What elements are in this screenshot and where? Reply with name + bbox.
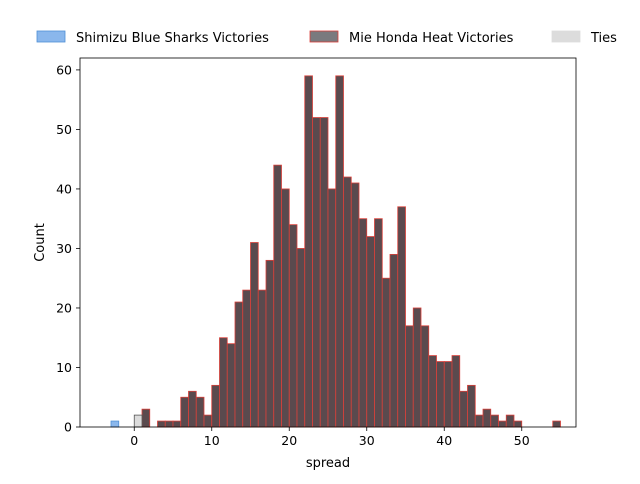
bar-series-1-bin-37 xyxy=(420,325,430,428)
bar-series-1-bin-22 xyxy=(304,75,313,428)
bar-series-1-bin-41 xyxy=(451,355,461,428)
bars-group xyxy=(110,75,561,428)
bar-series-1-bin-23 xyxy=(312,117,321,428)
legend: Shimizu Blue Sharks Victories Mie Honda H… xyxy=(36,30,617,46)
bar-series-1-bin-16 xyxy=(257,289,267,428)
bar-series-1-bin-14 xyxy=(242,289,251,428)
y-tick-label: 20 xyxy=(56,300,72,315)
bar-series-1-bin-32 xyxy=(381,277,391,428)
bar-series-1-bin-12 xyxy=(226,343,236,428)
bar-series-1-bin-3 xyxy=(157,420,166,428)
bar-series-1-bin-19 xyxy=(281,188,290,428)
y-tick-label: 10 xyxy=(56,360,72,375)
x-tick-label: 20 xyxy=(281,433,297,448)
x-tick-label: 30 xyxy=(359,433,375,448)
bar-series-1-bin-17 xyxy=(265,259,275,428)
bar-series-1-bin-31 xyxy=(374,218,383,428)
y-tick-label: 40 xyxy=(56,181,72,196)
bar-series-1-bin-44 xyxy=(474,414,484,428)
bar-series-1-bin-15 xyxy=(250,242,259,428)
y-tick-label: 0 xyxy=(64,420,72,435)
y-tick-label: 60 xyxy=(56,62,72,77)
bar-series-1-bin-34 xyxy=(397,206,406,428)
x-tick-label: 50 xyxy=(514,433,530,448)
x-tick-label: 10 xyxy=(204,433,220,448)
plot-frame xyxy=(79,57,577,428)
bar-series-1-bin-35 xyxy=(405,325,414,428)
bar-series-1-bin-21 xyxy=(296,248,306,428)
bar-series-1-bin-5 xyxy=(172,420,182,428)
bar-series-1-bin-26 xyxy=(335,75,344,428)
x-axis-ticks: 0 10 20 30 40 50 xyxy=(130,427,530,448)
bar-series-1-bin-6 xyxy=(180,396,189,428)
y-axis-ticks: 0 10 20 30 40 50 60 xyxy=(56,62,80,435)
bar-series-1-bin-43 xyxy=(467,384,476,428)
bar-series-1-bin-24 xyxy=(319,117,329,428)
bar-series-1-bin-1 xyxy=(141,408,151,428)
bar-series-1-bin-30 xyxy=(366,236,375,428)
bar-series-1-bin-42 xyxy=(459,390,468,428)
bar-series-1-bin-49 xyxy=(513,420,523,428)
bar-series-1-bin-10 xyxy=(211,384,220,428)
legend-label: Ties xyxy=(590,31,617,46)
bar-series-1-bin-8 xyxy=(195,396,205,428)
bar-series-1-bin-25 xyxy=(327,188,337,428)
bar-series-1-bin-38 xyxy=(428,355,437,428)
y-axis-label: Count xyxy=(33,223,48,262)
y-tick-label: 50 xyxy=(56,122,72,137)
bar-series-1-bin-45 xyxy=(482,408,492,428)
bar-series-1-bin-33 xyxy=(389,253,399,428)
plot-area: 0 10 20 30 40 50 0 10 20 30 40 50 60 xyxy=(56,57,577,448)
bar-series-1-bin-20 xyxy=(288,224,298,428)
y-tick-label: 30 xyxy=(56,241,72,256)
bar-series-1-bin-7 xyxy=(188,390,197,428)
bar-series-1-bin-9 xyxy=(203,414,213,428)
x-axis-label: spread xyxy=(306,456,350,471)
bar-series-1-bin-4 xyxy=(164,420,174,428)
bar-series-1-bin-36 xyxy=(412,307,422,428)
bar-series-1-bin-18 xyxy=(273,164,282,428)
legend-swatch xyxy=(551,30,581,43)
bar-series-1-bin-46 xyxy=(490,414,499,428)
legend-swatch xyxy=(309,30,339,43)
bar-series-1-bin-28 xyxy=(350,182,360,428)
x-tick-label: 0 xyxy=(130,433,138,448)
bar-series-2-bin-0 xyxy=(133,414,143,428)
bar-series-1-bin-40 xyxy=(443,361,453,428)
bar-series-1-bin-29 xyxy=(358,218,368,428)
bar-series-1-bin-27 xyxy=(343,176,352,428)
bar-series-1-bin-48 xyxy=(505,414,515,428)
x-tick-label: 40 xyxy=(436,433,452,448)
bar-series-1-bin-54 xyxy=(552,420,561,428)
legend-label: Mie Honda Heat Victories xyxy=(349,31,514,46)
bar-series-1-bin-39 xyxy=(436,361,445,428)
bar-series-1-bin-47 xyxy=(498,420,507,428)
bar-series-1-bin-13 xyxy=(234,301,244,428)
legend-label: Shimizu Blue Sharks Victories xyxy=(76,31,269,46)
bar-series-1-bin-11 xyxy=(219,337,228,428)
bar-series-0-bin--3 xyxy=(110,420,120,428)
legend-swatch xyxy=(36,30,66,43)
